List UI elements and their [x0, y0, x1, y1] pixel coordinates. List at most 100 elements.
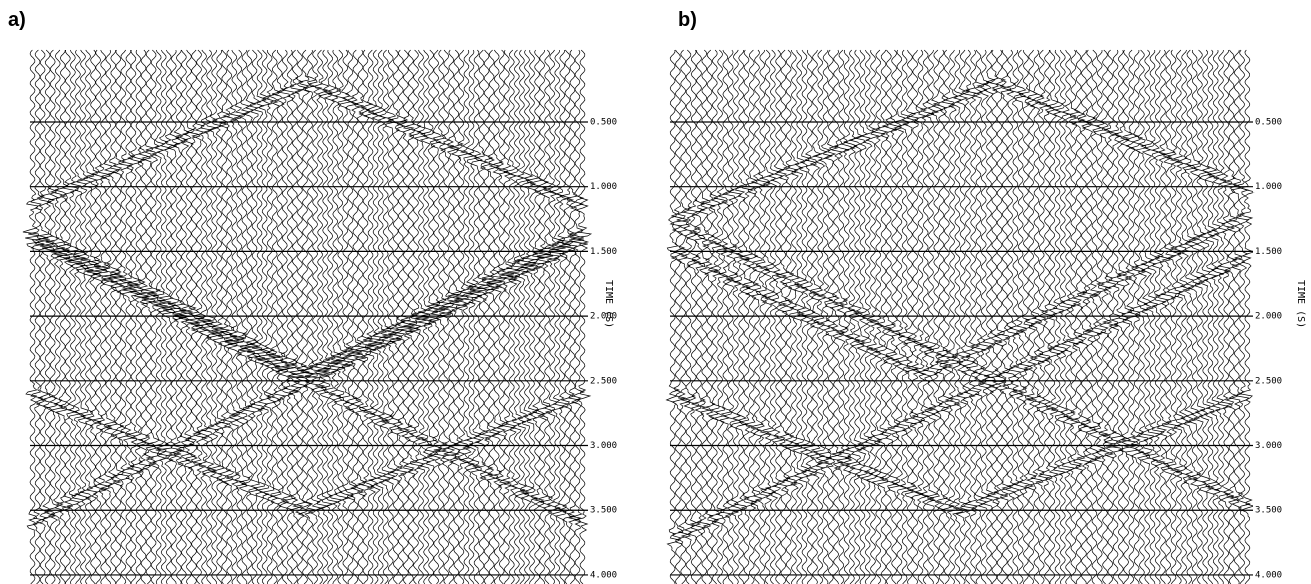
trace	[331, 49, 351, 584]
trace	[1182, 49, 1199, 584]
trace	[568, 49, 588, 584]
trace	[890, 49, 909, 584]
trace	[119, 49, 139, 584]
trace	[28, 49, 49, 584]
trace	[284, 49, 306, 584]
trace	[800, 49, 818, 584]
trace	[163, 49, 183, 584]
trace	[1223, 49, 1240, 584]
trace	[754, 49, 771, 584]
y-tick-label: 4.000	[590, 570, 617, 580]
trace	[1134, 49, 1151, 584]
trace	[491, 49, 514, 584]
trace	[178, 49, 199, 584]
trace	[743, 49, 760, 584]
trace	[415, 49, 436, 584]
trace	[1065, 49, 1083, 584]
trace	[1044, 49, 1061, 584]
trace	[185, 49, 205, 584]
trace	[341, 49, 363, 584]
trace	[726, 49, 745, 584]
trace	[335, 49, 354, 584]
y-tick-label: 0.500	[590, 118, 617, 128]
trace	[933, 49, 950, 584]
y-tick-label: 4.000	[1255, 570, 1282, 580]
trace	[309, 49, 330, 584]
tick-label-bg	[1253, 374, 1287, 387]
trace	[1139, 49, 1155, 584]
trace	[53, 49, 72, 584]
trace	[960, 49, 977, 584]
y-tick-label: 3.500	[1255, 506, 1282, 516]
trace	[148, 49, 168, 584]
trace	[1187, 49, 1202, 584]
trace	[1206, 49, 1224, 584]
trace	[935, 49, 957, 584]
tick-label-bg	[1253, 439, 1287, 452]
trace	[764, 49, 781, 584]
trace	[440, 49, 460, 584]
trace	[371, 49, 389, 584]
trace	[109, 49, 127, 584]
trace	[886, 49, 903, 584]
trace	[927, 49, 944, 584]
trace	[101, 49, 124, 584]
trace	[869, 49, 887, 584]
trace	[786, 49, 802, 584]
trace	[1037, 50, 1057, 584]
trace	[1213, 49, 1230, 584]
trace	[823, 49, 839, 584]
trace	[965, 49, 982, 584]
trace	[257, 50, 281, 584]
trace	[121, 49, 143, 584]
y-tick-label: 3.000	[590, 441, 617, 451]
y-tick-label: 1.500	[590, 247, 617, 257]
trace	[1081, 49, 1098, 584]
trace	[1239, 49, 1256, 584]
trace	[394, 49, 415, 584]
trace	[948, 49, 965, 584]
tick-label-bg	[1253, 180, 1287, 193]
trace	[238, 49, 259, 584]
trace	[41, 49, 63, 584]
trace	[1092, 50, 1108, 584]
trace	[922, 49, 940, 584]
trace	[1166, 49, 1182, 584]
trace	[274, 49, 297, 584]
trace	[277, 49, 299, 584]
trace	[1011, 49, 1029, 584]
trace	[79, 49, 99, 584]
trace	[1127, 50, 1147, 584]
trace	[1217, 49, 1235, 584]
trace	[816, 49, 834, 584]
y-tick-label: 3.000	[1255, 441, 1282, 451]
trace	[1076, 49, 1092, 584]
trace	[1034, 49, 1050, 584]
trace	[22, 49, 41, 584]
trace	[770, 49, 788, 584]
trace	[381, 50, 401, 584]
trace	[774, 49, 791, 584]
trace	[431, 49, 452, 584]
trace	[562, 49, 584, 584]
trace	[781, 49, 799, 584]
trace	[527, 49, 546, 584]
trace	[315, 49, 335, 584]
trace	[476, 49, 496, 584]
trace	[366, 49, 385, 584]
trace	[83, 49, 103, 584]
tick-label-bg	[588, 180, 622, 193]
trace	[426, 49, 446, 584]
trace	[1232, 49, 1251, 584]
trace	[738, 49, 756, 584]
trace	[1006, 49, 1025, 584]
y-tick-label: 2.000	[590, 312, 617, 322]
trace	[978, 49, 997, 584]
y-tick-label: 2.500	[590, 376, 617, 386]
traces	[665, 49, 1256, 584]
trace	[1197, 49, 1214, 584]
trace	[49, 49, 68, 584]
y-tick-label: 1.000	[590, 182, 617, 192]
trace	[792, 49, 807, 584]
